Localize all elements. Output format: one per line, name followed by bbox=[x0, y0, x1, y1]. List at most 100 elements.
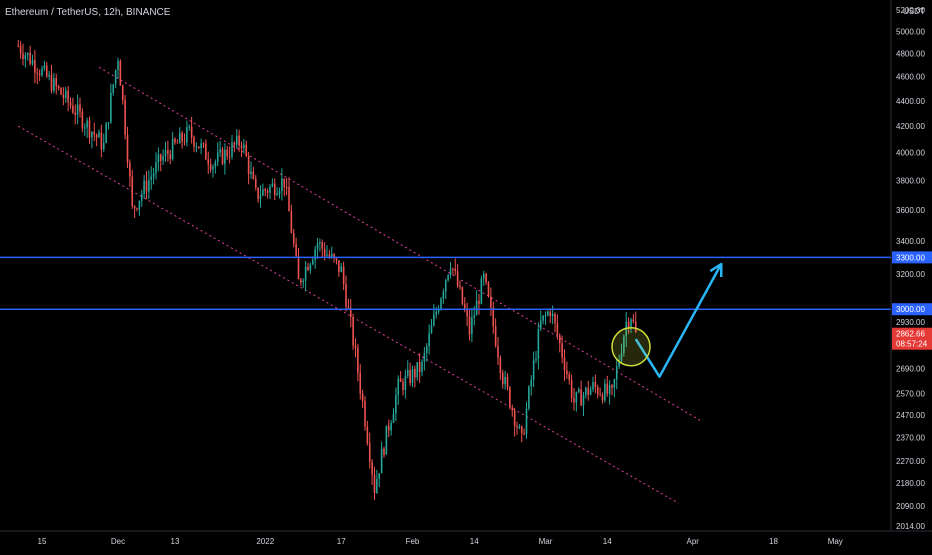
time-tick-label: 17 bbox=[337, 537, 346, 546]
candle-body bbox=[333, 254, 335, 258]
candle-body bbox=[347, 306, 350, 308]
candle-body bbox=[53, 78, 55, 91]
candle-body bbox=[114, 70, 117, 85]
candle-body bbox=[276, 193, 278, 196]
candle-body bbox=[152, 173, 155, 177]
candle-body bbox=[95, 134, 98, 138]
time-tick-label: 18 bbox=[769, 537, 778, 546]
candle-body bbox=[64, 90, 67, 99]
candle-body bbox=[456, 271, 459, 287]
projection-arrowhead bbox=[709, 262, 723, 278]
countdown-label: 08:57:24 bbox=[896, 340, 928, 349]
candle-body bbox=[159, 154, 162, 161]
candle-body bbox=[247, 156, 250, 175]
candle-body bbox=[549, 311, 552, 317]
candle-body bbox=[392, 413, 395, 423]
horizontal-levels[interactable] bbox=[0, 256, 891, 310]
candle-body bbox=[167, 150, 169, 154]
price-axis[interactable]: 5200.00 5000.00 4800.00 4600.00 4400.00 4200.… bbox=[896, 6, 925, 531]
candle-body bbox=[620, 353, 623, 361]
candle-body bbox=[314, 249, 316, 260]
candle-body bbox=[551, 313, 554, 317]
level-badge-label: 3300.00 bbox=[896, 253, 925, 262]
candle-body bbox=[259, 195, 262, 199]
candle-body bbox=[354, 345, 357, 348]
candle-body bbox=[506, 376, 509, 388]
last-price-label: 2862.66 bbox=[896, 330, 925, 339]
candle-body bbox=[528, 386, 530, 409]
annotations bbox=[611, 262, 723, 378]
candle-body bbox=[385, 425, 388, 455]
time-tick-label: Feb bbox=[406, 537, 420, 546]
price-tick-label: 3200.00 bbox=[896, 270, 925, 279]
candle-body bbox=[442, 291, 445, 299]
candle-body bbox=[330, 254, 333, 257]
candle-body bbox=[326, 254, 328, 256]
candle-body bbox=[162, 156, 164, 161]
candle-body bbox=[300, 279, 302, 283]
channel-lower-line bbox=[18, 125, 679, 504]
time-tick-label: Dec bbox=[111, 537, 125, 546]
candle-body bbox=[352, 316, 354, 346]
price-tick-label: 5000.00 bbox=[896, 27, 925, 36]
candle-body bbox=[138, 200, 141, 210]
candle-body bbox=[290, 211, 293, 233]
candle-body bbox=[466, 310, 468, 317]
candle-body bbox=[613, 379, 616, 388]
candle-body bbox=[359, 372, 362, 394]
price-tick-label: 4200.00 bbox=[896, 122, 925, 131]
candle-body bbox=[454, 268, 457, 272]
candle-body bbox=[93, 132, 96, 135]
candle-body bbox=[131, 176, 134, 206]
candle-body bbox=[582, 395, 585, 406]
candle-body bbox=[157, 154, 160, 163]
candle-body bbox=[150, 176, 153, 181]
candle-body bbox=[323, 248, 326, 256]
candle-body bbox=[207, 159, 210, 165]
time-tick-label: Apr bbox=[687, 537, 700, 546]
candle-body bbox=[525, 408, 528, 435]
candle-body bbox=[309, 264, 312, 271]
candle-body bbox=[599, 394, 601, 396]
candle-body bbox=[38, 73, 41, 76]
candle-body bbox=[492, 307, 495, 327]
candle-body bbox=[31, 60, 34, 64]
candle-body bbox=[501, 373, 504, 384]
candle-body bbox=[36, 72, 39, 74]
candle-body bbox=[345, 284, 347, 307]
candle-body bbox=[335, 257, 338, 261]
candle-body bbox=[321, 242, 324, 249]
candle-body bbox=[169, 153, 172, 160]
candle-body bbox=[233, 142, 236, 145]
candle-body bbox=[371, 461, 373, 475]
candle-body bbox=[297, 255, 300, 280]
candle-body bbox=[57, 86, 60, 88]
candle-body bbox=[24, 55, 27, 60]
candle-body bbox=[45, 65, 48, 77]
candle-body bbox=[257, 187, 259, 199]
candle-body bbox=[262, 189, 264, 196]
candle-body bbox=[537, 329, 540, 359]
candle-body bbox=[421, 361, 423, 373]
candle-body bbox=[342, 266, 345, 285]
candle-body bbox=[634, 321, 637, 332]
candle-body bbox=[216, 152, 219, 162]
candle-body bbox=[205, 143, 207, 160]
price-tick-label: 2930.00 bbox=[896, 318, 925, 327]
candle-body bbox=[596, 387, 599, 395]
candle-body bbox=[76, 104, 79, 115]
candle-body bbox=[17, 45, 20, 47]
candle-body bbox=[532, 360, 535, 380]
candle-body bbox=[285, 187, 288, 189]
candle-body bbox=[55, 78, 58, 87]
candle-body bbox=[452, 268, 454, 270]
candle-body bbox=[181, 132, 183, 142]
candle-body bbox=[212, 166, 214, 170]
candle-body bbox=[563, 357, 566, 371]
candle-body bbox=[366, 426, 369, 444]
time-axis[interactable]: 15 Dec 13 2022 17 Feb 14 Mar 14 Apr 18 May bbox=[38, 537, 843, 546]
candle-body bbox=[480, 278, 483, 304]
candle-body bbox=[328, 254, 331, 257]
